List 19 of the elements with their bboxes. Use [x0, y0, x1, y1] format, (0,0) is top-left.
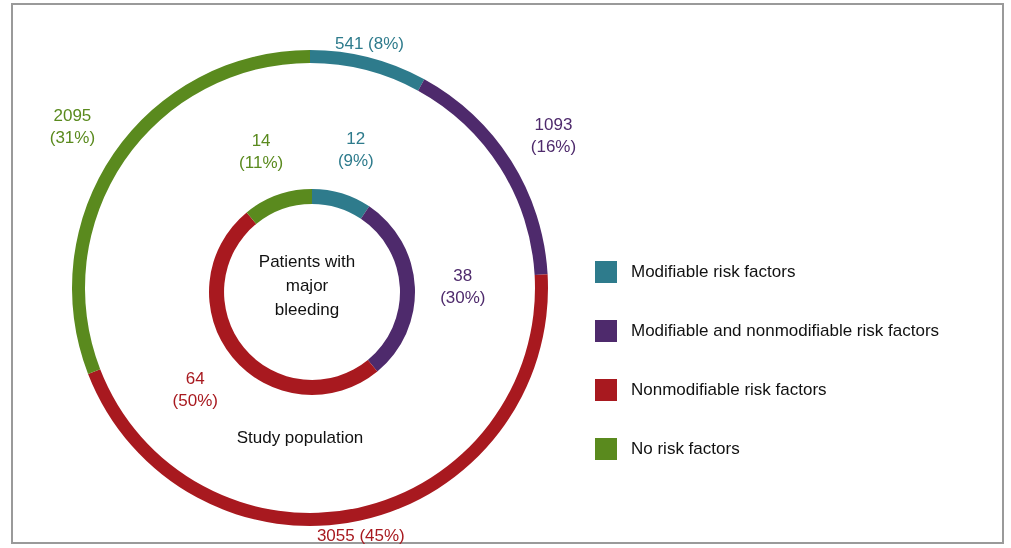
- legend-label: Modifiable risk factors: [631, 261, 796, 282]
- donut-slice: [310, 50, 425, 91]
- text: Patients with major bleeding: [257, 251, 357, 321]
- data-label: 14 (11%): [239, 130, 284, 172]
- data-label: 3055 (45%): [316, 525, 405, 545]
- data-label: 2095 (31%): [49, 106, 96, 148]
- donut-slice: [312, 189, 370, 219]
- data-label: 38 (30%): [440, 265, 486, 307]
- donut-slice: [246, 189, 312, 224]
- data-label: 541 (8%): [335, 34, 404, 54]
- legend-label: No risk factors: [631, 438, 740, 459]
- data-label: 12 (9%): [337, 128, 374, 170]
- donut-slice: [360, 206, 415, 372]
- text: Study population: [235, 427, 365, 449]
- data-label: 1093 (16%): [530, 115, 577, 157]
- donut-slice: [209, 212, 378, 395]
- legend-label: Nonmodifiable risk factors: [631, 379, 827, 400]
- legend-label: Modifiable and nonmodifiable risk factors: [631, 320, 940, 341]
- data-label: 64 (50%): [172, 368, 218, 410]
